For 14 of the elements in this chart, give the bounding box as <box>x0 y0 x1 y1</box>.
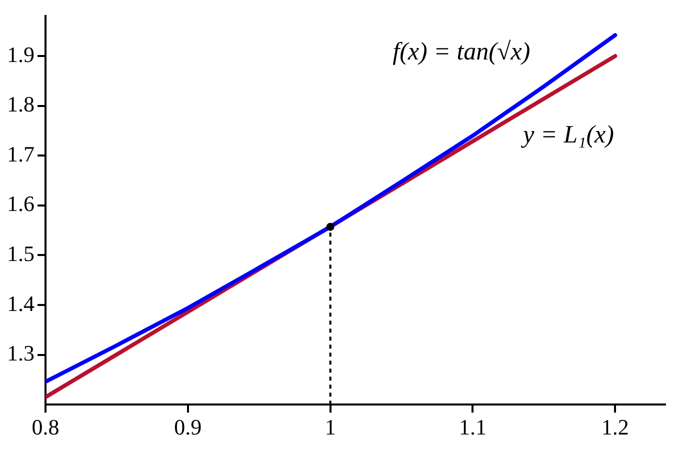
y-tick-label: 1.9 <box>7 42 34 67</box>
x-tick-label: 0.8 <box>32 414 60 440</box>
y-tick-label: 1.3 <box>7 340 34 366</box>
y-tick-label: 1.6 <box>7 191 34 216</box>
x-tick-label: 0.9 <box>174 414 202 440</box>
series-label: y = L₁(x) <box>520 122 614 149</box>
x-tick-label: 1.1 <box>458 414 486 440</box>
series-label: f(x) = tan(√x) <box>392 38 530 66</box>
x-tick-label: 1.2 <box>601 414 629 440</box>
y-tick-label: 1.8 <box>7 92 34 117</box>
y-tick-label: 1.4 <box>7 290 34 316</box>
y-tick-label: 1.5 <box>7 240 34 266</box>
x-tick-label: 1 <box>324 414 336 440</box>
y-tick-label: 1.7 <box>7 141 34 166</box>
